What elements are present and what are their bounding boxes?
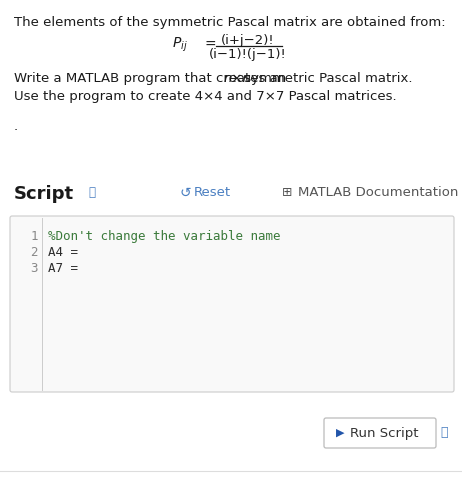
Text: ↺: ↺ (180, 186, 192, 200)
Text: 2: 2 (30, 246, 38, 259)
Text: ▶: ▶ (336, 428, 345, 438)
FancyBboxPatch shape (324, 418, 436, 448)
Text: A4 =: A4 = (48, 246, 78, 259)
Text: ⊞: ⊞ (282, 186, 292, 199)
Text: Reset: Reset (194, 186, 231, 199)
Text: (i−1)!(j−1)!: (i−1)!(j−1)! (209, 48, 287, 61)
Text: ⓘ: ⓘ (440, 426, 448, 440)
Text: %Don't change the variable name: %Don't change the variable name (48, 230, 280, 243)
Text: A7 =: A7 = (48, 262, 78, 275)
Text: 1: 1 (30, 230, 38, 243)
Text: $P_{ij}$: $P_{ij}$ (172, 36, 188, 54)
Text: The elements of the symmetric Pascal matrix are obtained from:: The elements of the symmetric Pascal mat… (14, 16, 446, 29)
Text: 3: 3 (30, 262, 38, 275)
Text: .: . (14, 120, 18, 133)
Text: =: = (205, 38, 217, 52)
FancyBboxPatch shape (10, 216, 454, 392)
Text: Script: Script (14, 185, 74, 203)
Text: Run Script: Run Script (350, 426, 419, 440)
Text: (i+j−2)!: (i+j−2)! (221, 34, 275, 47)
Text: Write a MATLAB program that creates an: Write a MATLAB program that creates an (14, 72, 291, 85)
Text: MATLAB Documentation: MATLAB Documentation (298, 186, 458, 199)
Text: symmetric Pascal matrix.: symmetric Pascal matrix. (240, 72, 413, 85)
Text: n×n: n×n (224, 72, 252, 85)
Text: Use the program to create 4×4 and 7×7 Pascal matrices.: Use the program to create 4×4 and 7×7 Pa… (14, 90, 396, 103)
Text: ⓘ: ⓘ (88, 186, 95, 199)
